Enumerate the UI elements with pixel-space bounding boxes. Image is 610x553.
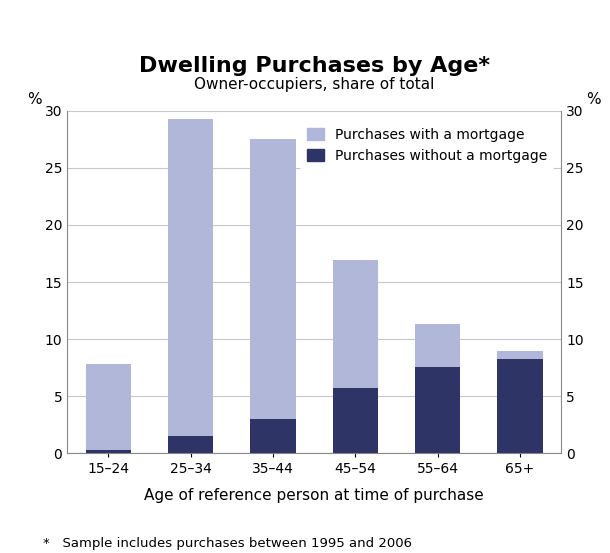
Bar bbox=[497, 351, 543, 358]
Legend: Purchases with a mortgage, Purchases without a mortgage: Purchases with a mortgage, Purchases wit… bbox=[300, 121, 554, 170]
Bar bbox=[415, 324, 461, 367]
Bar bbox=[168, 436, 213, 453]
Bar bbox=[332, 388, 378, 453]
Bar bbox=[497, 358, 543, 453]
X-axis label: Age of reference person at time of purchase: Age of reference person at time of purch… bbox=[145, 488, 484, 503]
Title: Dwelling Purchases by Age*: Dwelling Purchases by Age* bbox=[138, 56, 490, 76]
Bar bbox=[250, 139, 296, 419]
Text: Owner-occupiers, share of total: Owner-occupiers, share of total bbox=[194, 77, 434, 92]
Bar bbox=[250, 419, 296, 453]
Bar bbox=[85, 450, 131, 453]
Text: *   Sample includes purchases between 1995 and 2006: * Sample includes purchases between 1995… bbox=[43, 537, 412, 550]
Bar bbox=[168, 118, 213, 436]
Text: %: % bbox=[586, 92, 601, 107]
Bar bbox=[332, 260, 378, 388]
Bar bbox=[415, 367, 461, 453]
Text: %: % bbox=[27, 92, 42, 107]
Bar bbox=[85, 364, 131, 450]
